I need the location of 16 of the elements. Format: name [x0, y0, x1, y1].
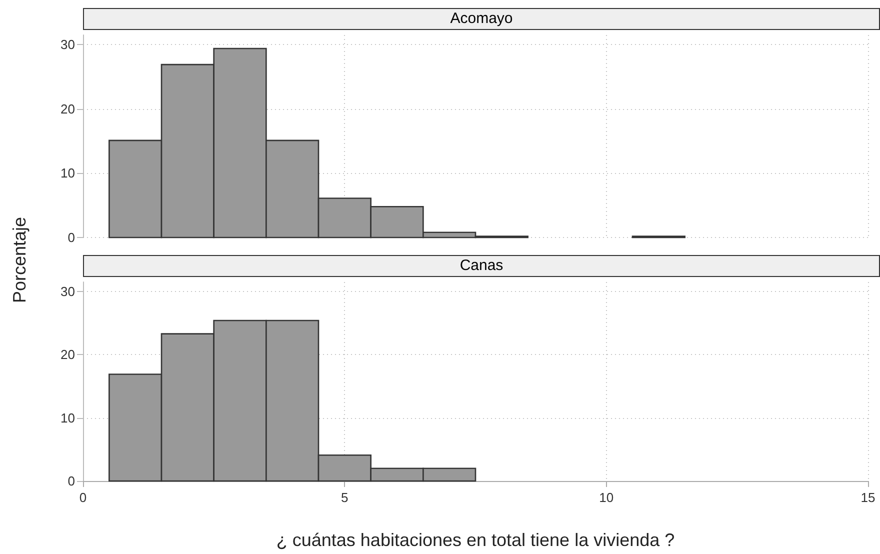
y-tick-label: 0: [68, 474, 75, 488]
chart-title: Canas: [83, 255, 880, 277]
y-tick-label: 10: [60, 166, 75, 181]
x-tick-label: 5: [341, 490, 348, 505]
x-tick-label: 0: [79, 490, 87, 505]
y-tick-label: 20: [60, 101, 75, 116]
x-tick-label: 10: [599, 490, 614, 505]
y-tick-label: 30: [60, 37, 75, 52]
y-axis-title: Porcentaje: [10, 216, 30, 304]
y-tick-label: 20: [60, 347, 75, 362]
y-tick-label: 0: [68, 230, 75, 245]
y-tick-label: 10: [60, 410, 75, 426]
chart-title: Acomayo: [83, 8, 880, 30]
y-tick-label: 30: [60, 284, 75, 299]
x-axis-title: ¿ cuántas habitaciones en total tiene la vivienda ?: [276, 530, 675, 550]
x-tick-label: 15: [860, 490, 876, 505]
